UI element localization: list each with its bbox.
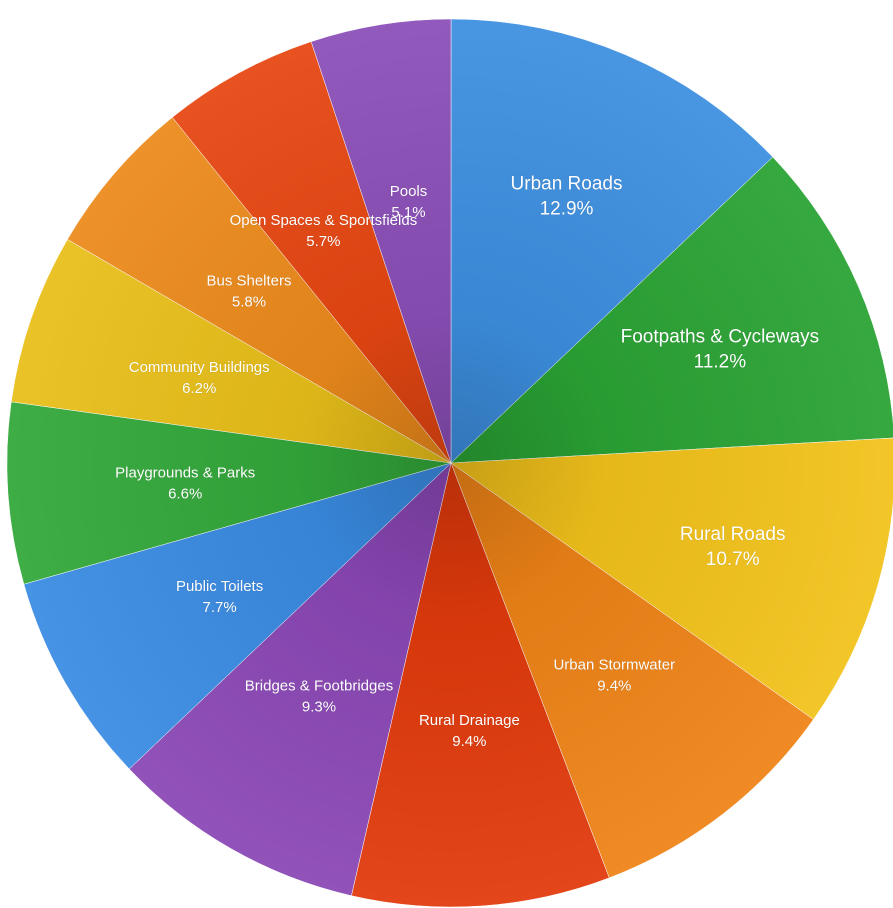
- slice-value-bridges-and-footbridges: 9.3%: [302, 698, 336, 715]
- slice-label-rural-roads: Rural Roads: [680, 524, 786, 545]
- slice-value-playgrounds-and-parks: 6.6%: [168, 485, 202, 502]
- slice-label-urban-roads: Urban Roads: [511, 174, 623, 195]
- slice-value-community-buildings: 6.2%: [182, 380, 216, 397]
- slice-value-footpaths-and-cycleways: 11.2%: [694, 352, 747, 373]
- pie-slices: [6, 18, 893, 908]
- slice-label-urban-stormwater: Urban Stormwater: [553, 657, 675, 674]
- pie-labels: Urban Roads 12.9% Footpaths & Cycleways 11.…: [115, 173, 820, 750]
- slice-value-open-spaces-and-sportsfields: 5.7%: [306, 233, 340, 250]
- slice-value-urban-stormwater: 9.4%: [597, 678, 631, 695]
- slice-label-footpaths-and-cycleways: Footpaths & Cycleways: [621, 327, 820, 348]
- slice-label-playgrounds-and-parks: Playgrounds & Parks: [115, 464, 255, 481]
- slice-label-bridges-and-footbridges: Bridges & Footbridges: [245, 677, 393, 694]
- slice-value-bus-shelters: 5.8%: [232, 293, 266, 310]
- slice-label-rural-drainage: Rural Drainage: [419, 712, 520, 729]
- slice-label-public-toilets: Public Toilets: [176, 578, 263, 595]
- slice-value-public-toilets: 7.7%: [202, 599, 236, 616]
- slice-label-community-buildings: Community Buildings: [129, 359, 270, 376]
- slice-label-open-spaces-and-sportsfields: Open Spaces & Sportsfields: [230, 212, 418, 229]
- slice-value-pools: 5.1%: [391, 204, 425, 221]
- slice-label-bus-shelters: Bus Shelters: [206, 272, 291, 289]
- slice-value-rural-drainage: 9.4%: [452, 733, 486, 750]
- slice-value-urban-roads: 12.9%: [540, 199, 594, 220]
- slice-value-rural-roads: 10.7%: [706, 549, 760, 570]
- slice-label-pools: Pools: [390, 183, 428, 200]
